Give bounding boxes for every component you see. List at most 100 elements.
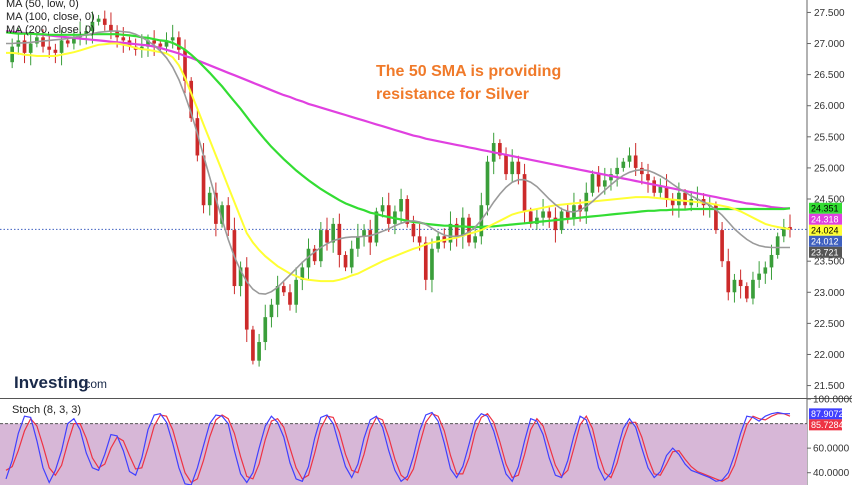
candle-body <box>633 155 638 168</box>
candle-body <box>164 40 169 47</box>
candle-body <box>53 49 58 53</box>
price-label-box <box>809 235 842 247</box>
price-tick-label: 22.500 <box>814 319 845 330</box>
candle-body <box>621 161 626 168</box>
stoch-band <box>0 423 807 485</box>
annotation-line-2: resistance for Silver <box>376 86 529 103</box>
candle-body <box>590 174 595 193</box>
candle-body <box>775 236 780 255</box>
short-sma-line <box>6 30 790 295</box>
investing-logo: Investing .com <box>14 373 107 392</box>
candle-body <box>640 167 644 175</box>
candle-body <box>152 40 156 44</box>
price-label-text: 24.318 <box>811 214 839 224</box>
candle-body <box>380 205 385 212</box>
candle-body <box>96 18 101 22</box>
price-label-box <box>809 213 842 225</box>
candle-body <box>238 267 243 287</box>
annotation-line-1: The 50 SMA is providing <box>376 63 561 80</box>
candle-body <box>646 174 650 181</box>
ma100-line <box>5 31 791 229</box>
candle-body <box>399 199 403 212</box>
candle-body <box>757 273 761 280</box>
candle-body <box>578 205 582 212</box>
candle-body <box>417 236 422 243</box>
candle-body <box>485 161 490 206</box>
candle-body <box>195 118 200 156</box>
candle-body <box>454 223 459 237</box>
candle-body <box>683 192 687 206</box>
candle-body <box>158 43 163 47</box>
candle-body <box>269 304 274 318</box>
candle-body <box>627 155 632 162</box>
candle-body <box>658 186 663 193</box>
stoch-title: Stoch (8, 3, 3) <box>12 404 81 416</box>
candle-body <box>22 40 27 53</box>
price-axis-ticks: 27.500 27.000 26.500 26.000 25.500 25.000 24.5… <box>807 8 845 392</box>
candle-body <box>553 217 558 231</box>
candle-body <box>121 37 126 41</box>
candle-body <box>201 155 206 206</box>
candle-body <box>207 192 212 206</box>
candlesticks <box>10 10 792 367</box>
candle-body <box>565 211 570 218</box>
price-tick-label: 26.000 <box>814 101 845 112</box>
candle-body <box>411 223 416 237</box>
candle-body <box>318 230 323 262</box>
brand-suffix: .com <box>81 377 107 391</box>
legend-ma200: MA (200, close, 0) <box>6 24 95 36</box>
candle-body <box>331 223 336 243</box>
price-panel: 27.500 27.000 26.500 26.000 25.500 25.000 24.5… <box>0 0 852 399</box>
candle-body <box>90 21 95 32</box>
candle-body <box>59 40 64 53</box>
candle-body <box>732 279 737 293</box>
candle-body <box>726 261 731 293</box>
candle-body <box>343 254 348 268</box>
price-label-text: 24.024 <box>811 225 839 235</box>
stoch-tick-label: 60.0000 <box>813 444 850 455</box>
price-tick-label: 27.000 <box>814 39 845 50</box>
candle-body <box>288 292 292 305</box>
candle-body <box>189 80 194 119</box>
candle-body <box>467 217 471 243</box>
candle-body <box>325 230 329 243</box>
candle-body <box>510 161 515 175</box>
stoch-d-line <box>5 412 791 484</box>
candle-body <box>436 236 440 249</box>
legend-ma100: MA (100, close, 0) <box>6 11 95 23</box>
candle-body <box>257 342 261 361</box>
candle-body <box>504 155 508 175</box>
price-label-box <box>809 202 842 214</box>
candle-body <box>423 242 428 280</box>
candle-body <box>220 205 224 224</box>
price-tick-label: 27.500 <box>814 8 845 19</box>
candle-body <box>356 236 360 249</box>
legend-ma50: MA (50, low, 0) <box>6 0 79 10</box>
candle-body <box>362 230 366 237</box>
candle-body <box>170 37 175 41</box>
candle-body <box>498 143 502 156</box>
candle-body <box>300 267 305 280</box>
candle-body <box>109 24 113 32</box>
price-tick-label: 25.500 <box>814 132 845 143</box>
brand-name: Investing <box>14 373 89 392</box>
candle-body <box>609 174 613 181</box>
price-label-box <box>809 408 842 420</box>
candle-body <box>65 40 70 44</box>
candle-body <box>602 180 607 187</box>
candle-body <box>35 37 39 44</box>
candle-body <box>84 31 89 35</box>
stoch-tick-label: 40.0000 <box>813 468 850 479</box>
price-tick-label: 25.000 <box>814 163 845 174</box>
candle-body <box>405 199 410 224</box>
candle-body <box>72 37 76 44</box>
candle-body <box>720 230 724 262</box>
candle-body <box>738 279 743 287</box>
candle-body <box>386 205 391 224</box>
candle-body <box>226 205 231 231</box>
candle-body <box>559 211 564 231</box>
